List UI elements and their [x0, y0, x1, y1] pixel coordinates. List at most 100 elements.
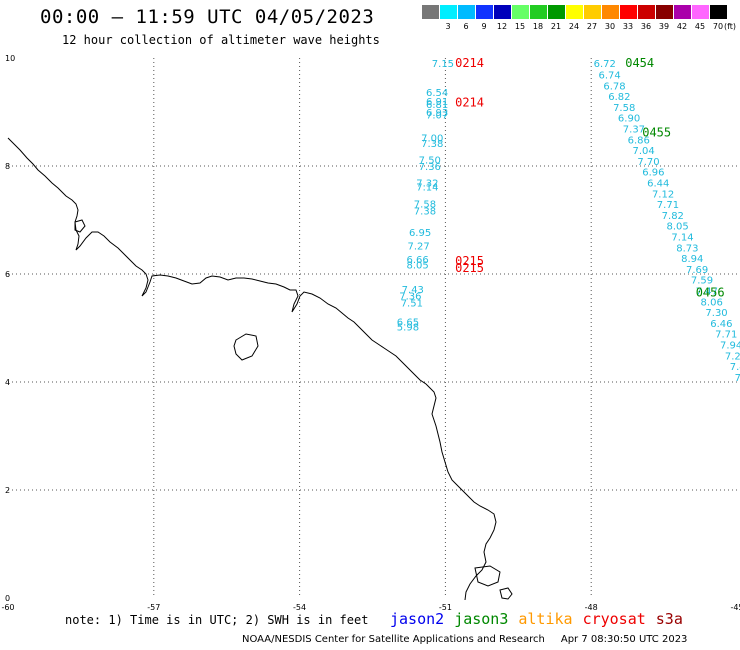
wave-height-value: 6.74: [598, 71, 620, 82]
legend-swatch: [548, 5, 565, 19]
legend-swatch: [458, 5, 475, 19]
wave-height-value: 7.36: [419, 162, 441, 173]
wave-height-value: 8.05: [667, 222, 689, 233]
wave-height-value: 6.90: [618, 114, 640, 125]
wave-height-value: 7.71: [715, 330, 737, 341]
legend-swatch: [566, 5, 583, 19]
map-axes: -60 -57 -54 -51 -48 -45 0 2 4 6 8 10: [1, 54, 740, 612]
island-coast-small: [74, 219, 86, 233]
pass-time-label: 0454: [625, 56, 654, 70]
satellite-name-altika: altika: [518, 610, 573, 628]
legend-label: 42: [676, 22, 688, 31]
wave-height-value: 7.71: [657, 200, 679, 211]
wave-height-value: 7.51: [401, 298, 423, 309]
satellite-tracks: 7.156.546.916.816.937.077.007.387.507.36…: [397, 56, 740, 395]
wave-height-value: 7.17: [735, 373, 740, 384]
legend-label: 15: [514, 22, 526, 31]
satellite-name-jason3: jason3: [454, 610, 509, 628]
wave-height-value: 6.54: [426, 88, 448, 99]
y-tick-label: 6: [5, 270, 10, 279]
x-tick-label: -48: [585, 603, 598, 612]
footnote: note: 1) Time is in UTC; 2) SWH is in fe…: [65, 613, 369, 627]
wave-height-value: 7.04: [633, 146, 655, 157]
wave-height-value: 7.30: [705, 308, 727, 319]
y-tick-label: 10: [5, 54, 15, 63]
wave-height-value: 7.14: [671, 233, 693, 244]
wave-height-value: 7.38: [414, 207, 436, 218]
satellite-name-cryosat: cryosat: [582, 610, 646, 628]
x-tick-label: -45: [730, 603, 740, 612]
pass-time-label: 0456: [696, 286, 725, 300]
wave-height-value: 6.86: [628, 135, 650, 146]
pass-time-label: 0215: [455, 254, 484, 268]
legend-label: 45: [694, 22, 706, 31]
x-tick-label: -54: [293, 603, 306, 612]
wave-height-value: 6.72: [594, 59, 616, 70]
wave-height-value: 7.50: [419, 155, 441, 166]
lat-lon-grid: [8, 58, 737, 598]
track-jason3: 6.726.746.786.827.586.907.376.867.047.70…: [594, 56, 740, 395]
satellite-name-s3a: s3a: [655, 610, 683, 628]
legend-label: 3: [445, 22, 451, 31]
y-tick-label: 0: [5, 594, 10, 603]
legend-label: 12: [496, 22, 508, 31]
wave-height-value: 8.06: [701, 297, 723, 308]
legend-swatch: [638, 5, 655, 19]
island-small: [499, 587, 513, 600]
wave-height-value: 6.81: [426, 100, 448, 111]
y-tick-label: 4: [5, 378, 10, 387]
track-cryosat: 7.156.546.916.816.937.077.007.387.507.36…: [397, 56, 484, 334]
x-tick-label: -57: [147, 603, 160, 612]
legend-swatch: [710, 5, 727, 19]
legend-swatch: [494, 5, 511, 19]
legend-label: 33: [622, 22, 634, 31]
island-marajo: [474, 565, 501, 587]
pass-time-label: 0455: [642, 125, 671, 139]
generated-timestamp: Apr 7 08:30:50 UTC 2023: [560, 634, 688, 645]
legend-swatch: [422, 5, 439, 19]
legend-swatch: [512, 5, 529, 19]
wave-height-value: 7.00: [421, 134, 443, 145]
wave-height-value: 7.15: [432, 59, 454, 70]
legend-swatch: [476, 5, 493, 19]
satellite-name-jason2: jason2: [390, 610, 445, 628]
pass-time-label: 0215: [455, 261, 484, 275]
legend-label: 21: [550, 22, 562, 31]
wave-height-value: 7.43: [402, 285, 424, 296]
legend-swatch: [530, 5, 547, 19]
wave-height-value: 7.27: [407, 242, 429, 253]
legend-unit: (ft): [724, 22, 737, 31]
wave-height-value: 5.98: [397, 323, 419, 334]
wave-height-value: 7.48: [730, 362, 740, 373]
page-title: 00:00 – 11:59 UTC 04/05/2023: [40, 6, 375, 28]
y-tick-label: 8: [5, 162, 10, 171]
island-lake: [233, 333, 259, 361]
wave-height-value: 7.12: [652, 189, 674, 200]
wave-height-value: 7.58: [613, 103, 635, 114]
legend-label: 70: [712, 22, 724, 31]
x-tick-label: -60: [1, 603, 14, 612]
legend-swatch: [620, 5, 637, 19]
legend-swatch: [602, 5, 619, 19]
wave-height-value: 8.05: [407, 261, 429, 272]
legend-swatch: [656, 5, 673, 19]
legend-label: 6: [463, 22, 469, 31]
wave-height-value: 7.36: [399, 291, 421, 302]
coastline: [7, 137, 513, 601]
wave-height-value: 7.70: [637, 157, 659, 168]
legend-swatch: [674, 5, 691, 19]
wave-height-value: 7.58: [414, 200, 436, 211]
wave-height-value: 7.32: [416, 179, 438, 190]
wave-height-value: 8.94: [681, 254, 703, 265]
wave-height-value: 7.82: [662, 211, 684, 222]
satellite-legend: jason2 jason3 altika cryosat s3a: [390, 610, 693, 628]
credit-line: NOAA/NESDIS Center for Satellite Applica…: [242, 634, 687, 645]
legend-swatch: [692, 5, 709, 19]
wave-height-value: 7.47: [696, 287, 718, 298]
page-subtitle: 12 hour collection of altimeter wave hei…: [62, 33, 380, 47]
pass-time-label: 0214: [455, 56, 484, 70]
y-tick-label: 2: [5, 486, 10, 495]
legend-swatch: [440, 5, 457, 19]
wave-height-value: 7.38: [421, 139, 443, 150]
